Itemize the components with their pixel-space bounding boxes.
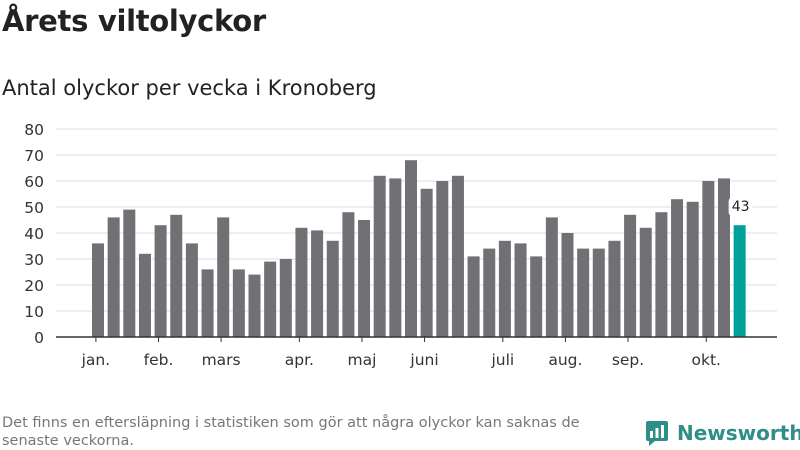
y-tick-label: 40 xyxy=(24,225,44,243)
bar xyxy=(311,230,324,337)
x-tick-label: feb. xyxy=(144,351,174,369)
bar xyxy=(248,274,261,337)
bar xyxy=(608,240,621,337)
x-tick-label: apr. xyxy=(285,351,314,369)
bar xyxy=(436,181,449,337)
x-tick-label: juli xyxy=(490,351,514,369)
bar-chart: 0 10 20 30 40 50 60 70 80 43 jan. feb. mars apr. maj ju… xyxy=(24,121,777,369)
y-tick-label: 70 xyxy=(24,147,44,165)
x-tick-label: sep. xyxy=(612,351,644,369)
brand-name: Newsworthy xyxy=(677,421,800,445)
data-label-background xyxy=(728,197,753,217)
bar xyxy=(624,214,637,337)
bar xyxy=(561,233,574,337)
bar xyxy=(498,240,511,337)
newsworthy-logo-icon xyxy=(646,421,668,446)
y-tick-label: 60 xyxy=(24,173,44,191)
bar xyxy=(170,214,183,337)
chart-title: Årets viltolyckor xyxy=(2,4,266,38)
bar xyxy=(405,160,417,337)
bar xyxy=(389,178,402,337)
x-tick-label: aug. xyxy=(548,351,582,369)
bar xyxy=(123,209,136,337)
bar xyxy=(530,256,543,337)
y-tick-label: 0 xyxy=(34,329,44,347)
y-tick-label: 10 xyxy=(24,303,44,321)
x-tick-label: maj xyxy=(348,351,377,369)
bar xyxy=(154,225,167,337)
bar xyxy=(467,256,480,337)
y-tick-label: 20 xyxy=(24,277,44,295)
data-label: 43 xyxy=(732,199,750,215)
bar xyxy=(342,212,355,337)
bar xyxy=(138,253,151,337)
bar xyxy=(639,227,652,337)
bar xyxy=(577,248,590,337)
y-tick-label: 80 xyxy=(24,121,44,139)
bar xyxy=(279,259,292,337)
x-tick-label: mars xyxy=(202,351,241,369)
bar xyxy=(373,175,386,337)
bar xyxy=(718,178,730,337)
x-tick-label: juni xyxy=(409,351,438,369)
bar xyxy=(217,217,230,337)
highlight-bar xyxy=(733,225,746,337)
bar xyxy=(107,217,120,337)
bar xyxy=(592,248,605,337)
y-tick-label: 30 xyxy=(24,251,44,269)
bar xyxy=(686,201,699,337)
footnote: Det finns en eftersläpning i statistiken… xyxy=(2,415,580,449)
y-tick-label: 50 xyxy=(24,199,44,217)
brand-logo: Newsworthy xyxy=(645,418,800,448)
bar xyxy=(92,243,104,337)
x-tick-label: jan. xyxy=(81,351,111,369)
bar xyxy=(483,248,496,337)
bar xyxy=(514,243,527,337)
bar xyxy=(655,212,668,337)
bar xyxy=(451,175,464,337)
x-tick-label: okt. xyxy=(692,351,721,369)
bar xyxy=(295,227,308,337)
bar xyxy=(264,261,277,337)
chart-subtitle: Antal olyckor per vecka i Kronoberg xyxy=(2,76,377,100)
bar xyxy=(671,199,684,337)
bar xyxy=(545,217,558,337)
bar xyxy=(358,220,371,337)
bar xyxy=(232,269,245,337)
bar xyxy=(326,240,339,337)
bar xyxy=(420,188,433,337)
bar xyxy=(185,243,198,337)
bar xyxy=(201,269,214,337)
bar xyxy=(702,181,715,337)
